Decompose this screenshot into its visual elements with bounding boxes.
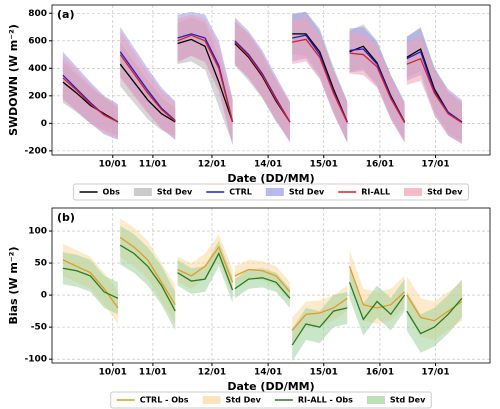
legend-label: Std Dev [289,188,325,197]
x-axis-label: Date (DD/MM) [227,380,314,393]
legend-patch [404,188,423,196]
panel-label: (b) [57,211,75,224]
x-tick-label: 15/01 [310,160,338,170]
series-line [62,236,463,331]
y-tick-label: 800 [28,9,47,19]
x-tick-label: 11/01 [139,368,167,378]
x-axis-label: Date (DD/MM) [227,172,314,185]
legend-label: Std Dev [390,396,426,405]
plot-frame [51,4,491,156]
y-axis-label: SWDOWN (W m⁻²) [7,24,20,136]
x-tick-label: 15/01 [310,368,338,378]
series-line [62,33,463,123]
x-tick-label: 16/01 [366,368,394,378]
legend-label: RI-ALL [361,188,390,197]
y-tick-label: 200 [28,91,47,101]
x-tick-label: 17/01 [421,368,449,378]
y-tick-label: 100 [28,227,47,237]
legend-patch [202,396,221,404]
y-tick-label: -50 [31,323,47,333]
plot-frame [51,207,491,364]
legend-label: Std Dev [427,188,463,197]
y-tick-label: 0 [41,119,47,129]
legend: Obs Std Dev CTRL Std Dev RI-ALL Std Dev [73,183,469,201]
y-tick-label: 50 [34,259,47,269]
x-tick-label: 10/01 [99,368,127,378]
legend-label: Std Dev [157,188,193,197]
series-line [62,33,463,123]
legend-label: CTRL [229,188,252,197]
x-tick-label: 14/01 [254,160,282,170]
plot-area [62,11,463,146]
x-tick-label: 10/01 [99,160,127,170]
plot-area [62,218,463,362]
series-line [62,34,463,124]
x-tick-label: 16/01 [366,160,394,170]
y-tick-label: 600 [28,36,47,46]
legend-frame [110,391,432,409]
x-tick-label: 14/01 [254,368,282,378]
y-tick-label: -200 [24,146,47,156]
y-tick-label: -100 [24,355,47,365]
legend-label: RI-ALL - Obs [298,396,353,405]
series-line [62,244,463,346]
legend-patch [133,188,152,196]
legend-patch [366,396,385,404]
legend: CTRL - Obs Std Dev RI-ALL - Obs Std Dev [110,391,432,409]
legend-label: Obs [103,188,121,197]
y-axis-label: Bias (W m⁻²) [7,246,20,324]
y-tick-label: 400 [28,64,47,74]
x-tick-label: 11/01 [139,160,167,170]
legend-label: Std Dev [225,396,261,405]
x-tick-label: 17/01 [421,160,449,170]
x-tick-label: 12/01 [198,368,226,378]
x-tick-label: 12/01 [198,160,226,170]
std-band [62,225,462,362]
legend-label: CTRL - Obs [140,396,189,405]
y-tick-label: 0 [41,291,47,301]
panel-label: (a) [57,8,74,21]
legend-patch [265,188,284,196]
